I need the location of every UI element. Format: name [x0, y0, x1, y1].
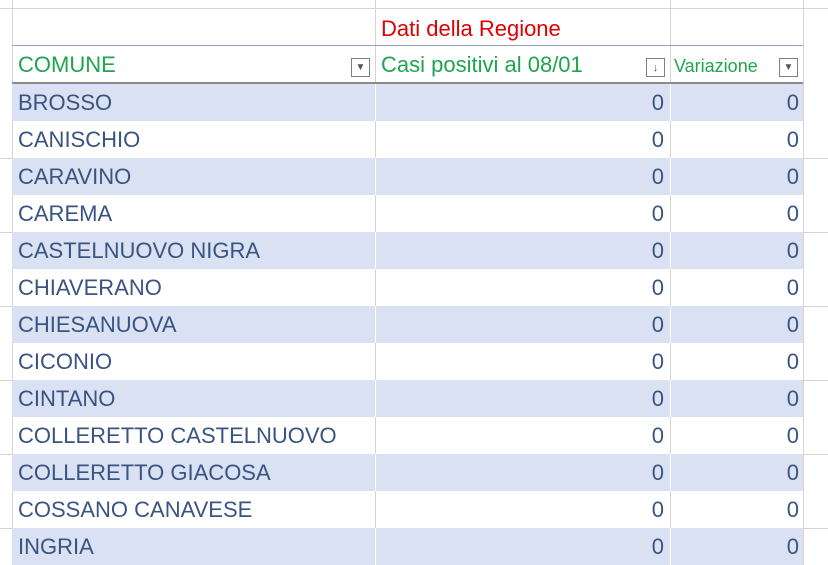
cell-variazione[interactable]: 0 — [670, 417, 803, 454]
cell-casi[interactable]: 0 — [375, 84, 670, 121]
table-row: CINTANO 0 0 — [12, 380, 803, 417]
cell-casi[interactable]: 0 — [375, 343, 670, 380]
table-row: CAREMA 0 0 — [12, 195, 803, 232]
cell-comune[interactable]: CICONIO — [18, 348, 113, 374]
cell-variazione[interactable]: 0 — [670, 343, 803, 380]
cell-variazione[interactable]: 0 — [670, 528, 803, 565]
cell-casi[interactable]: 0 — [375, 158, 670, 195]
cell-variazione[interactable]: 0 — [670, 454, 803, 491]
cell-casi[interactable]: 0 — [375, 269, 670, 306]
cell-comune[interactable]: COSSANO CANAVESE — [18, 496, 253, 522]
table-row: CARAVINO 0 0 — [12, 158, 803, 195]
cell-comune[interactable]: CAREMA — [18, 200, 113, 226]
table-row: CHIESANUOVA 0 0 — [12, 306, 803, 343]
cell-comune[interactable]: INGRIA — [18, 533, 94, 559]
cell-casi[interactable]: 0 — [375, 380, 670, 417]
cell-casi[interactable]: 0 — [375, 306, 670, 343]
cell-variazione[interactable]: 0 — [670, 306, 803, 343]
cell-variazione[interactable]: 0 — [670, 232, 803, 269]
cell-comune[interactable]: CINTANO — [18, 385, 116, 411]
table-row: BROSSO 0 0 — [12, 84, 803, 121]
cell-variazione[interactable]: 0 — [670, 269, 803, 306]
cell-casi[interactable]: 0 — [375, 417, 670, 454]
gridline — [12, 45, 803, 46]
cell-comune[interactable]: CARAVINO — [18, 163, 132, 189]
cell-comune[interactable]: CHIAVERANO — [18, 274, 162, 300]
cell-comune[interactable]: COLLERETTO GIACOSA — [18, 459, 271, 485]
dropdown-arrow-icon[interactable]: ▼ — [779, 58, 798, 77]
cell-comune[interactable]: BROSSO — [18, 89, 113, 115]
cell-casi[interactable]: 0 — [375, 491, 670, 528]
table-row: COLLERETTO CASTELNUOVO 0 0 — [12, 417, 803, 454]
header-comune[interactable]: COMUNE — [18, 51, 116, 77]
header-variazione[interactable]: Variazione — [674, 56, 758, 76]
cell-variazione[interactable]: 0 — [670, 380, 803, 417]
cell-variazione[interactable]: 0 — [670, 158, 803, 195]
table-row: CHIAVERANO 0 0 — [12, 269, 803, 306]
dropdown-arrow-icon[interactable]: ▼ — [351, 58, 370, 77]
cell-variazione[interactable]: 0 — [670, 121, 803, 158]
header-casi[interactable]: Casi positivi al 08/01 — [381, 51, 583, 77]
gridline — [803, 0, 804, 565]
region-title: Dati della Regione — [381, 15, 561, 41]
cell-casi[interactable]: 0 — [375, 195, 670, 232]
cell-casi[interactable]: 0 — [375, 454, 670, 491]
cell-comune[interactable]: CASTELNUOVO NIGRA — [18, 237, 261, 263]
cell-comune[interactable]: CHIESANUOVA — [18, 311, 177, 337]
table-row: CICONIO 0 0 — [12, 343, 803, 380]
cell-comune[interactable]: CANISCHIO — [18, 126, 141, 152]
gridline — [0, 8, 828, 9]
cell-variazione[interactable]: 0 — [670, 195, 803, 232]
cell-comune[interactable]: COLLERETTO CASTELNUOVO — [18, 422, 337, 448]
cell-casi[interactable]: 0 — [375, 528, 670, 565]
gridline — [12, 0, 13, 565]
header-border — [12, 82, 803, 84]
cell-casi[interactable]: 0 — [375, 121, 670, 158]
cell-variazione[interactable]: 0 — [670, 491, 803, 528]
sort-descending-icon[interactable]: ↓ — [646, 58, 665, 77]
table-row: COSSANO CANAVESE 0 0 — [12, 491, 803, 528]
table-row: CANISCHIO 0 0 — [12, 121, 803, 158]
table-row: COLLERETTO GIACOSA 0 0 — [12, 454, 803, 491]
cell-casi[interactable]: 0 — [375, 232, 670, 269]
table-row: INGRIA 0 0 — [12, 528, 803, 565]
table-row: CASTELNUOVO NIGRA 0 0 — [12, 232, 803, 269]
cell-variazione[interactable]: 0 — [670, 84, 803, 121]
